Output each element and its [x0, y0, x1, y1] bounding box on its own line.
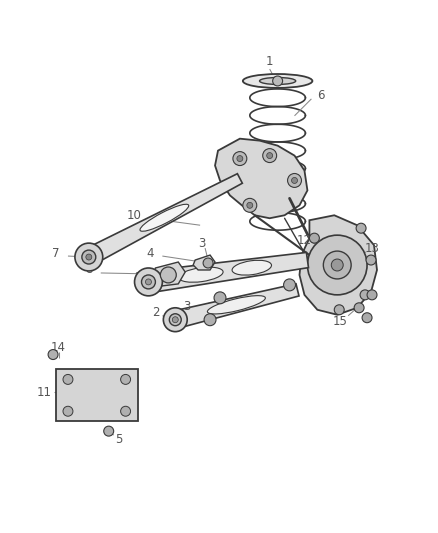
- Text: 7: 7: [52, 247, 60, 260]
- Circle shape: [267, 152, 273, 158]
- Circle shape: [362, 313, 372, 322]
- Circle shape: [283, 279, 296, 291]
- Circle shape: [367, 290, 377, 300]
- Circle shape: [263, 149, 277, 163]
- Ellipse shape: [208, 296, 265, 314]
- Text: 13: 13: [364, 241, 379, 255]
- Ellipse shape: [260, 77, 296, 84]
- Text: 3: 3: [184, 300, 191, 313]
- Polygon shape: [215, 139, 307, 218]
- Circle shape: [82, 250, 96, 264]
- Text: 8: 8: [85, 263, 92, 277]
- Circle shape: [160, 267, 176, 283]
- Circle shape: [75, 243, 103, 271]
- Polygon shape: [173, 284, 299, 328]
- Text: 2: 2: [134, 271, 141, 285]
- Circle shape: [214, 292, 226, 304]
- Circle shape: [203, 258, 213, 268]
- Polygon shape: [147, 253, 308, 293]
- Text: 11: 11: [37, 386, 52, 399]
- Circle shape: [63, 406, 73, 416]
- Circle shape: [170, 314, 181, 326]
- Ellipse shape: [232, 260, 272, 275]
- Circle shape: [331, 259, 343, 271]
- Ellipse shape: [179, 267, 223, 282]
- Polygon shape: [300, 215, 377, 315]
- Text: 6: 6: [318, 90, 325, 102]
- Ellipse shape: [140, 204, 189, 231]
- Circle shape: [163, 308, 187, 332]
- Text: 3: 3: [198, 237, 206, 249]
- Circle shape: [120, 406, 131, 416]
- FancyBboxPatch shape: [56, 369, 138, 421]
- Circle shape: [145, 279, 152, 285]
- Circle shape: [172, 317, 178, 322]
- Text: 1: 1: [266, 54, 273, 68]
- Polygon shape: [152, 262, 185, 286]
- Text: 12: 12: [297, 233, 312, 247]
- Circle shape: [309, 233, 319, 243]
- Circle shape: [288, 173, 301, 188]
- Circle shape: [233, 151, 247, 166]
- Text: 10: 10: [127, 209, 142, 222]
- Circle shape: [334, 305, 344, 315]
- Circle shape: [237, 156, 243, 161]
- Circle shape: [86, 254, 92, 260]
- Circle shape: [63, 375, 73, 384]
- Text: 5: 5: [115, 433, 122, 446]
- Circle shape: [48, 350, 58, 360]
- Circle shape: [204, 314, 216, 326]
- Circle shape: [273, 76, 283, 86]
- Ellipse shape: [243, 74, 312, 88]
- Circle shape: [307, 235, 367, 295]
- Text: 14: 14: [50, 341, 66, 354]
- Circle shape: [134, 268, 162, 296]
- Circle shape: [323, 251, 351, 279]
- Circle shape: [243, 198, 257, 212]
- Circle shape: [104, 426, 114, 436]
- Polygon shape: [193, 255, 215, 270]
- Circle shape: [360, 290, 370, 300]
- Text: 4: 4: [147, 247, 154, 260]
- Text: 2: 2: [152, 306, 159, 319]
- Polygon shape: [85, 174, 242, 265]
- Circle shape: [120, 375, 131, 384]
- Circle shape: [141, 275, 155, 289]
- Circle shape: [354, 303, 364, 313]
- Circle shape: [356, 223, 366, 233]
- Circle shape: [292, 177, 297, 183]
- Circle shape: [247, 203, 253, 208]
- Circle shape: [366, 255, 376, 265]
- Text: 15: 15: [333, 315, 348, 328]
